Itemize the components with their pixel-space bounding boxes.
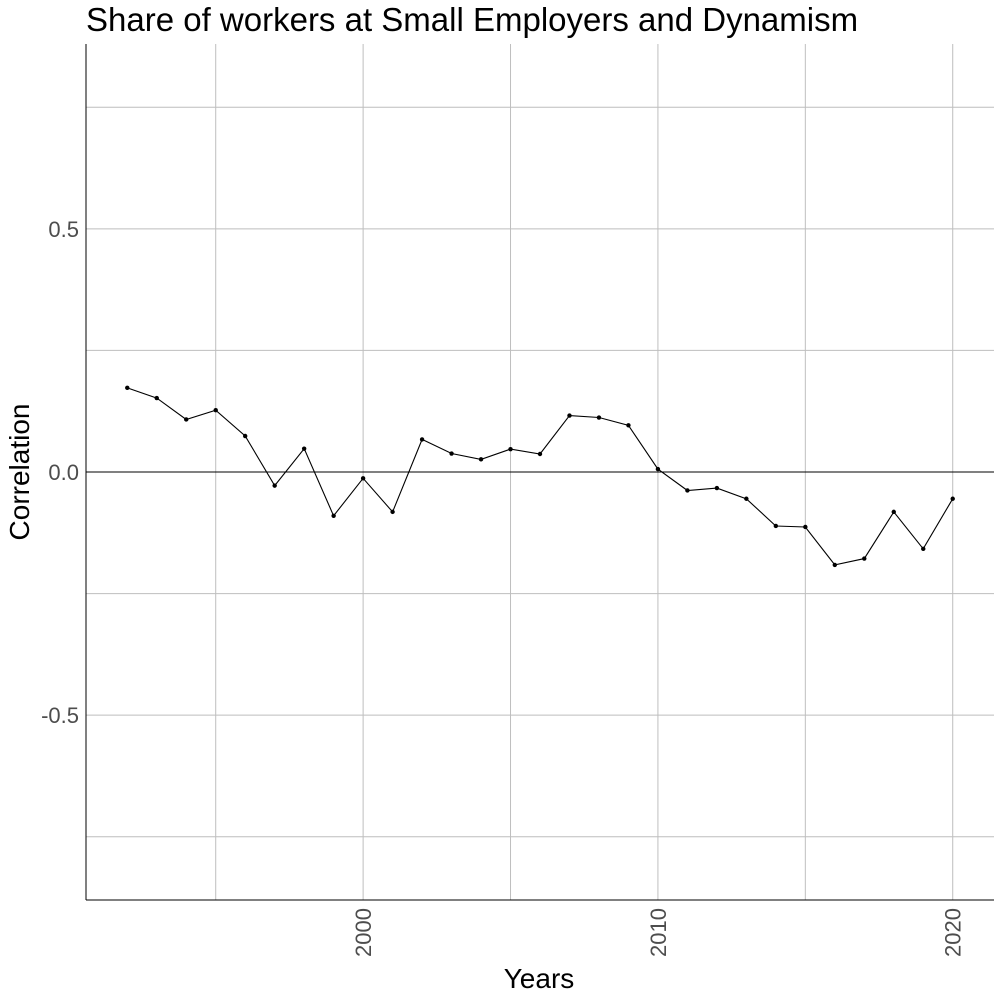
axes	[85, 44, 994, 901]
data-point	[626, 423, 631, 428]
y-tick-label: 0.0	[48, 460, 79, 485]
data-point	[478, 457, 484, 462]
data-point	[154, 395, 159, 401]
data-point	[272, 483, 277, 488]
tick-labels: -0.5 0.0 0.5 2000 2010 2020	[41, 217, 966, 957]
data-point	[921, 546, 926, 552]
data-point	[213, 408, 218, 413]
data-point	[596, 415, 602, 420]
data-point	[714, 485, 720, 491]
data-point	[390, 509, 395, 515]
data-point	[803, 524, 808, 530]
data-point	[125, 385, 130, 391]
data-point	[891, 509, 896, 515]
data-point	[862, 556, 867, 561]
x-axis-title: Years	[504, 963, 575, 994]
data-point	[655, 466, 661, 472]
data-point	[331, 513, 336, 518]
data-point	[773, 523, 779, 529]
y-tick-label: 0.5	[48, 217, 79, 242]
y-tick-label: -0.5	[41, 703, 79, 728]
data-point	[419, 437, 425, 442]
chart-title: Share of workers at Small Employers and …	[86, 1, 858, 38]
series-group	[125, 385, 955, 568]
x-tick-label: 2000	[351, 908, 376, 957]
data-point	[508, 446, 513, 452]
data-point	[360, 476, 366, 481]
data-point	[567, 413, 572, 418]
data-point	[537, 451, 543, 457]
data-point	[184, 417, 189, 422]
data-point	[685, 488, 690, 493]
data-point	[449, 451, 454, 456]
series-line	[127, 387, 954, 566]
data-point	[242, 433, 248, 439]
y-axis-title: Correlation	[4, 404, 35, 541]
data-point	[832, 562, 838, 568]
x-tick-label: 2010	[646, 908, 671, 957]
x-tick-label: 2020	[941, 908, 966, 957]
data-point	[301, 446, 307, 451]
data-point	[744, 496, 749, 501]
data-point	[950, 496, 955, 501]
